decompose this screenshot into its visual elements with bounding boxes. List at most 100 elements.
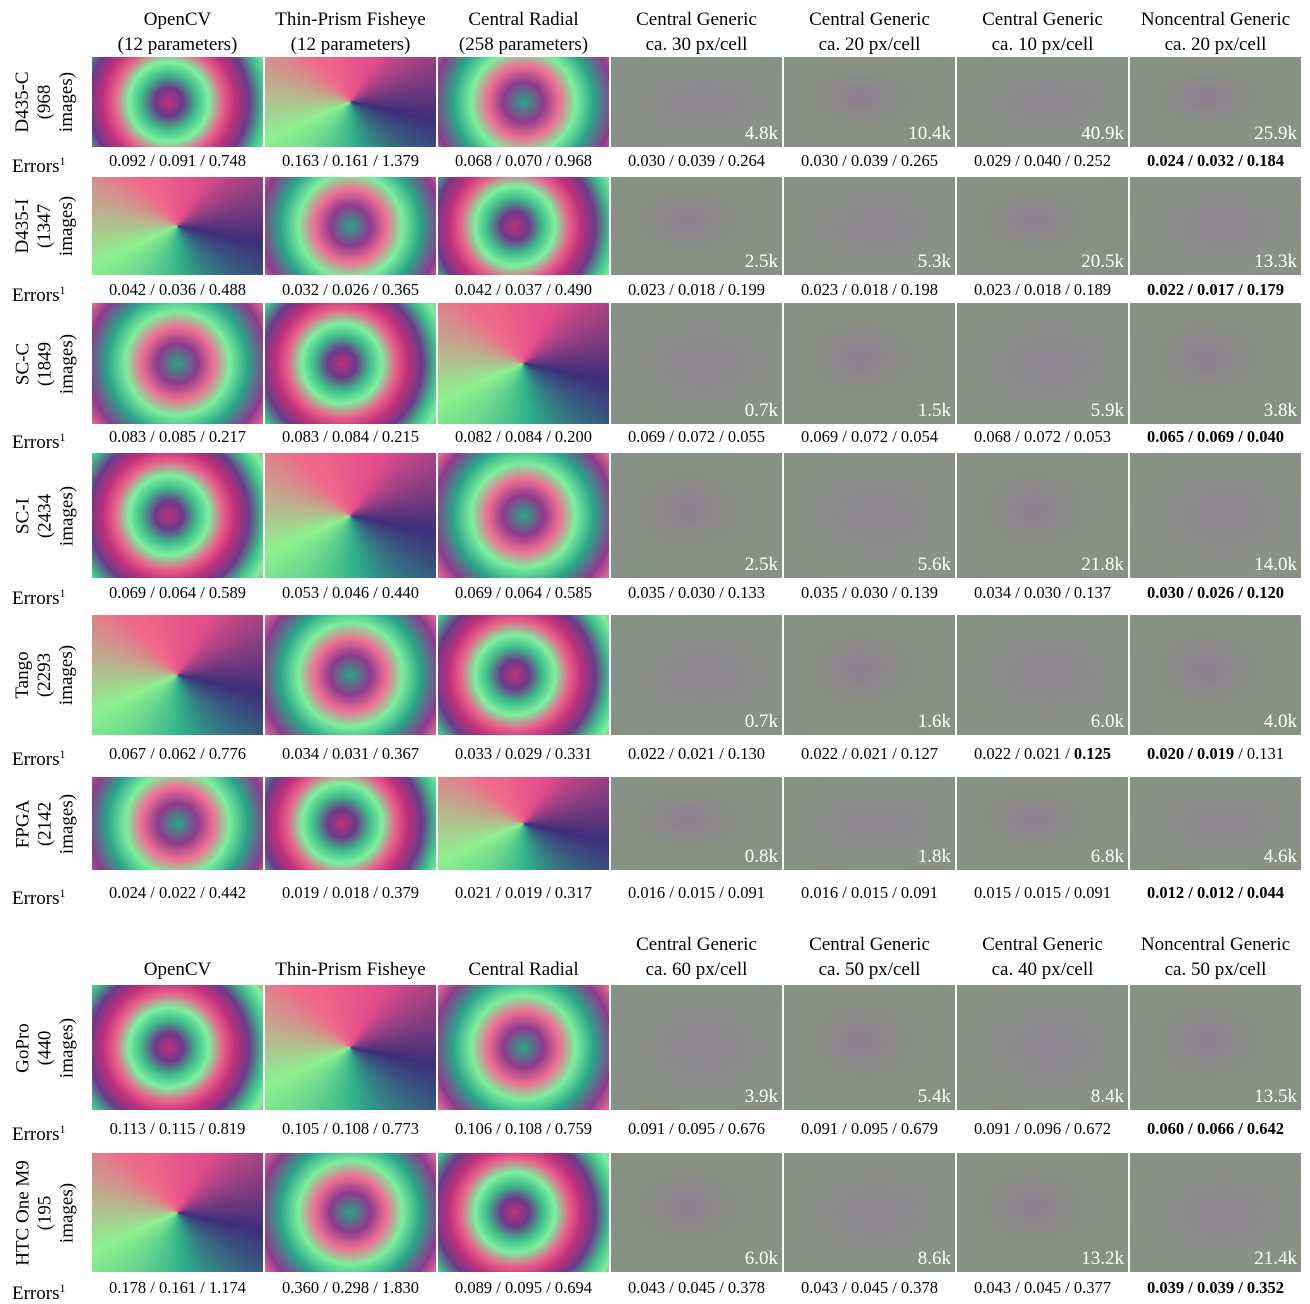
parameter-count: 4.8k	[745, 123, 778, 145]
parameter-count: 0.8k	[745, 846, 778, 868]
error-separator: /	[1234, 883, 1247, 902]
column-header-line: Central Generic	[982, 932, 1103, 957]
error-value: 0.032	[282, 280, 319, 299]
errors-footnote: 1	[59, 430, 65, 444]
residual-image	[265, 1153, 436, 1272]
error-separator: /	[196, 883, 209, 902]
error-value: 0.091	[974, 1119, 1011, 1138]
error-values: 0.091 / 0.095 / 0.679	[778, 1119, 961, 1139]
error-separator: /	[1061, 744, 1074, 763]
error-value: 0.019	[1197, 744, 1234, 763]
error-value: 0.139	[901, 583, 938, 602]
row-label-line: (195	[34, 1153, 56, 1272]
residual-image	[438, 303, 609, 424]
errors-label-text: Errors	[12, 156, 59, 177]
errors-footnote: 1	[59, 1122, 65, 1136]
residual-image: 0.8k	[611, 777, 782, 870]
error-values: 0.060 / 0.066 / 0.642	[1124, 1119, 1307, 1139]
error-value: 0.082	[455, 427, 492, 446]
column-header-line: Central Generic	[809, 7, 930, 32]
error-value: 0.062	[159, 744, 196, 763]
residual-image: 8.6k	[784, 1153, 955, 1272]
error-value: 0.029	[974, 151, 1011, 170]
residual-image: 4.6k	[1130, 777, 1301, 870]
error-value: 0.069	[109, 583, 146, 602]
error-value: 0.127	[901, 744, 938, 763]
column-header: Thin-Prism Fisheye(12 parameters)	[264, 5, 437, 57]
residual-image: 3.9k	[611, 985, 782, 1110]
error-separator: /	[369, 280, 382, 299]
error-value: 0.113	[110, 1119, 147, 1138]
error-separator: /	[665, 427, 678, 446]
error-value: 0.069	[801, 427, 838, 446]
error-value: 0.068	[455, 151, 492, 170]
error-separator: /	[665, 280, 678, 299]
column-header-line: Central Generic	[636, 932, 757, 957]
error-value: 0.023	[801, 280, 838, 299]
error-value: 0.091	[901, 883, 938, 902]
error-value: 0.095	[678, 1119, 715, 1138]
error-value: 0.030	[628, 151, 665, 170]
parameter-count: 6.0k	[1091, 711, 1124, 733]
parameter-count: 4.6k	[1264, 846, 1297, 868]
error-values: 0.043 / 0.045 / 0.377	[951, 1278, 1134, 1298]
page: OpenCV(12 parameters)Thin-Prism Fisheye(…	[0, 0, 1310, 1302]
parameter-count: 13.3k	[1254, 251, 1297, 273]
error-values: 0.043 / 0.045 / 0.378	[605, 1278, 788, 1298]
error-value: 0.018	[1024, 280, 1061, 299]
residual-image	[438, 777, 609, 870]
column-header-line: (12 parameters)	[291, 32, 411, 57]
residual-image	[92, 303, 263, 424]
error-value: 0.092	[109, 151, 146, 170]
error-value: 0.083	[109, 427, 146, 446]
error-value: 0.773	[382, 1119, 419, 1138]
error-separator: /	[1234, 151, 1247, 170]
error-value: 0.023	[974, 280, 1011, 299]
column-header: Central Genericca. 40 px/cell	[956, 930, 1129, 982]
error-separator: /	[146, 1119, 159, 1138]
error-value: 0.367	[382, 744, 419, 763]
error-value: 0.096	[1024, 1119, 1061, 1138]
error-separator: /	[838, 583, 851, 602]
residual-image	[92, 985, 263, 1110]
error-separator: /	[319, 427, 332, 446]
error-value: 0.022	[974, 744, 1011, 763]
row-label: D435-I(1347images)	[12, 177, 78, 275]
error-value: 0.026	[1197, 583, 1234, 602]
error-value: 0.045	[678, 1278, 715, 1297]
column-header-line: Central Radial	[468, 7, 578, 32]
error-values: 0.015 / 0.015 / 0.091	[951, 883, 1134, 903]
parameter-count: 1.5k	[918, 400, 951, 422]
error-value: 1.830	[382, 1278, 419, 1297]
error-value: 0.589	[209, 583, 246, 602]
error-value: 0.020	[1147, 744, 1184, 763]
residual-image	[92, 57, 263, 147]
column-header-line: (12 parameters)	[118, 32, 238, 57]
error-value: 0.072	[678, 427, 715, 446]
column-header-line: ca. 10 px/cell	[992, 32, 1094, 57]
error-value: 0.035	[801, 583, 838, 602]
error-value: 0.198	[901, 280, 938, 299]
parameter-count: 1.8k	[918, 846, 951, 868]
error-separator: /	[888, 1278, 901, 1297]
error-values: 0.082 / 0.084 / 0.200	[432, 427, 615, 447]
error-values: 0.053 / 0.046 / 0.440	[259, 583, 442, 603]
error-separator: /	[319, 1278, 332, 1297]
error-values: 0.113 / 0.115 / 0.819	[86, 1119, 269, 1139]
error-value: 0.024	[109, 883, 146, 902]
error-values: 0.089 / 0.095 / 0.694	[432, 1278, 615, 1298]
errors-label-text: Errors	[12, 588, 59, 609]
row-label: SC-I(2434images)	[12, 453, 78, 578]
error-value: 0.018	[678, 280, 715, 299]
error-value: 0.015	[678, 883, 715, 902]
error-value: 0.264	[728, 151, 765, 170]
error-separator: /	[319, 744, 332, 763]
error-value: 0.679	[901, 1119, 938, 1138]
error-value: 0.040	[1247, 427, 1284, 446]
error-value: 0.131	[1247, 744, 1284, 763]
error-value: 0.072	[1024, 427, 1061, 446]
error-value: 0.034	[974, 583, 1011, 602]
residual-image: 6.0k	[957, 615, 1128, 735]
